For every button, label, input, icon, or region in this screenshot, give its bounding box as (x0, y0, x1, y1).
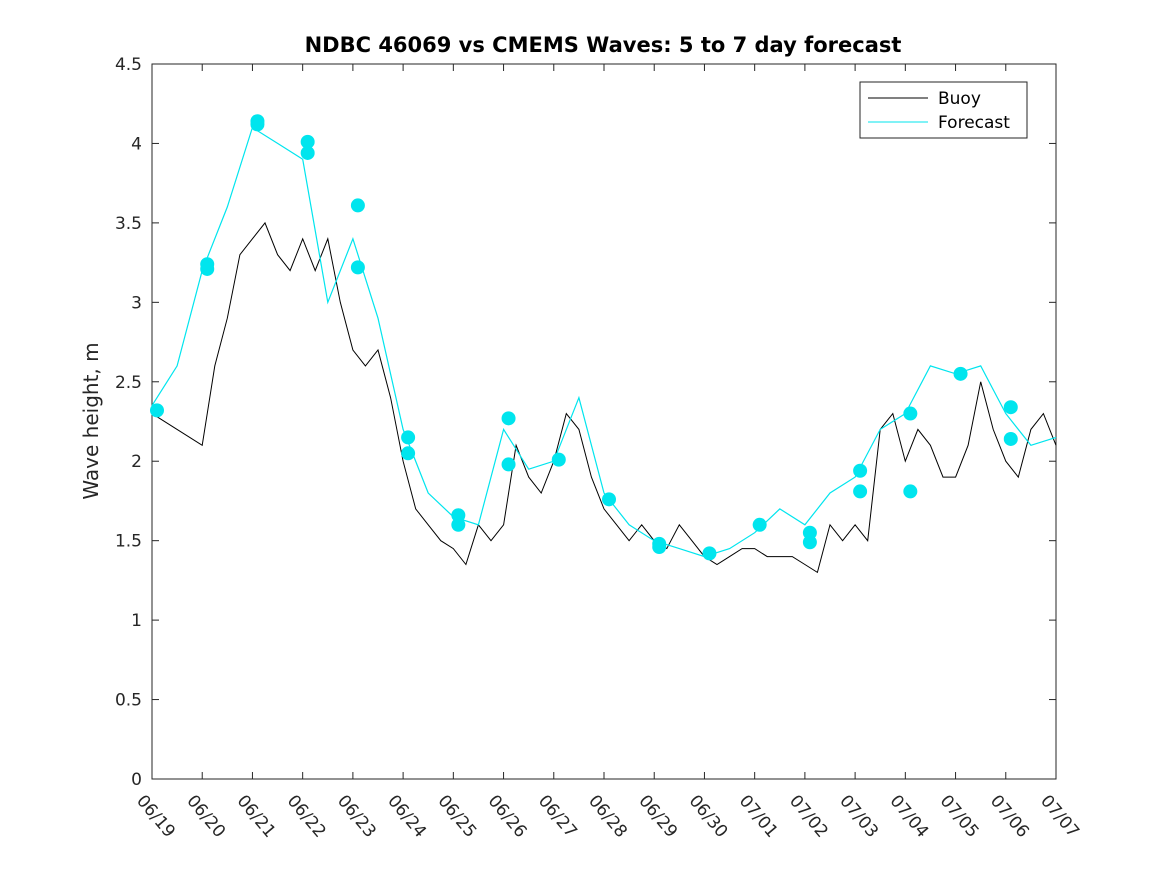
y-axis-label: Wave height, m (79, 342, 103, 499)
forecast-marker (953, 366, 968, 381)
forecast-marker (853, 484, 868, 499)
chart-title: NDBC 46069 vs CMEMS Waves: 5 to 7 day fo… (305, 33, 902, 57)
y-tick-label: 2 (131, 452, 142, 472)
legend-label-forecast: Forecast (938, 113, 1010, 133)
y-tick-label: 0.5 (115, 691, 142, 711)
forecast-marker (150, 403, 164, 418)
forecast-marker (853, 463, 868, 478)
forecast-marker (451, 517, 466, 532)
y-tick-label: 4 (131, 134, 142, 154)
forecast-marker (501, 411, 516, 426)
y-tick-label: 1.5 (115, 532, 142, 552)
forecast-marker (1003, 400, 1018, 415)
y-tick-label: 3 (131, 293, 142, 313)
legend-box (859, 81, 1028, 139)
forecast-marker (903, 484, 918, 499)
forecast-marker (652, 540, 667, 555)
y-tick-label: 2.5 (115, 373, 142, 393)
forecast-marker (350, 260, 365, 275)
forecast-marker (1003, 431, 1018, 446)
forecast-marker (501, 457, 516, 472)
y-tick-label: 0 (131, 770, 142, 790)
forecast-marker (401, 446, 416, 461)
legend-label-buoy: Buoy (938, 89, 981, 109)
y-tick-label: 1 (131, 611, 142, 631)
buoy-series (151, 221, 1057, 574)
forecast-marker (300, 145, 315, 160)
buoy-line (151, 221, 1057, 574)
plot-area (151, 63, 1057, 780)
forecast-markers (150, 114, 1018, 561)
forecast-marker (350, 198, 365, 213)
forecast-marker (752, 517, 767, 532)
forecast-marker (802, 535, 817, 550)
forecast-marker (602, 492, 616, 507)
y-tick-label: 4.5 (115, 55, 142, 75)
legend: Buoy Forecast (859, 81, 1028, 139)
forecast-marker (551, 452, 566, 467)
forecast-marker (903, 406, 918, 421)
forecast-marker (300, 134, 315, 149)
forecast-marker (401, 430, 416, 445)
forecast-marker (702, 546, 717, 561)
forecast-marker (250, 117, 265, 132)
y-tick-label: 3.5 (115, 214, 142, 234)
forecast-marker (200, 261, 215, 276)
